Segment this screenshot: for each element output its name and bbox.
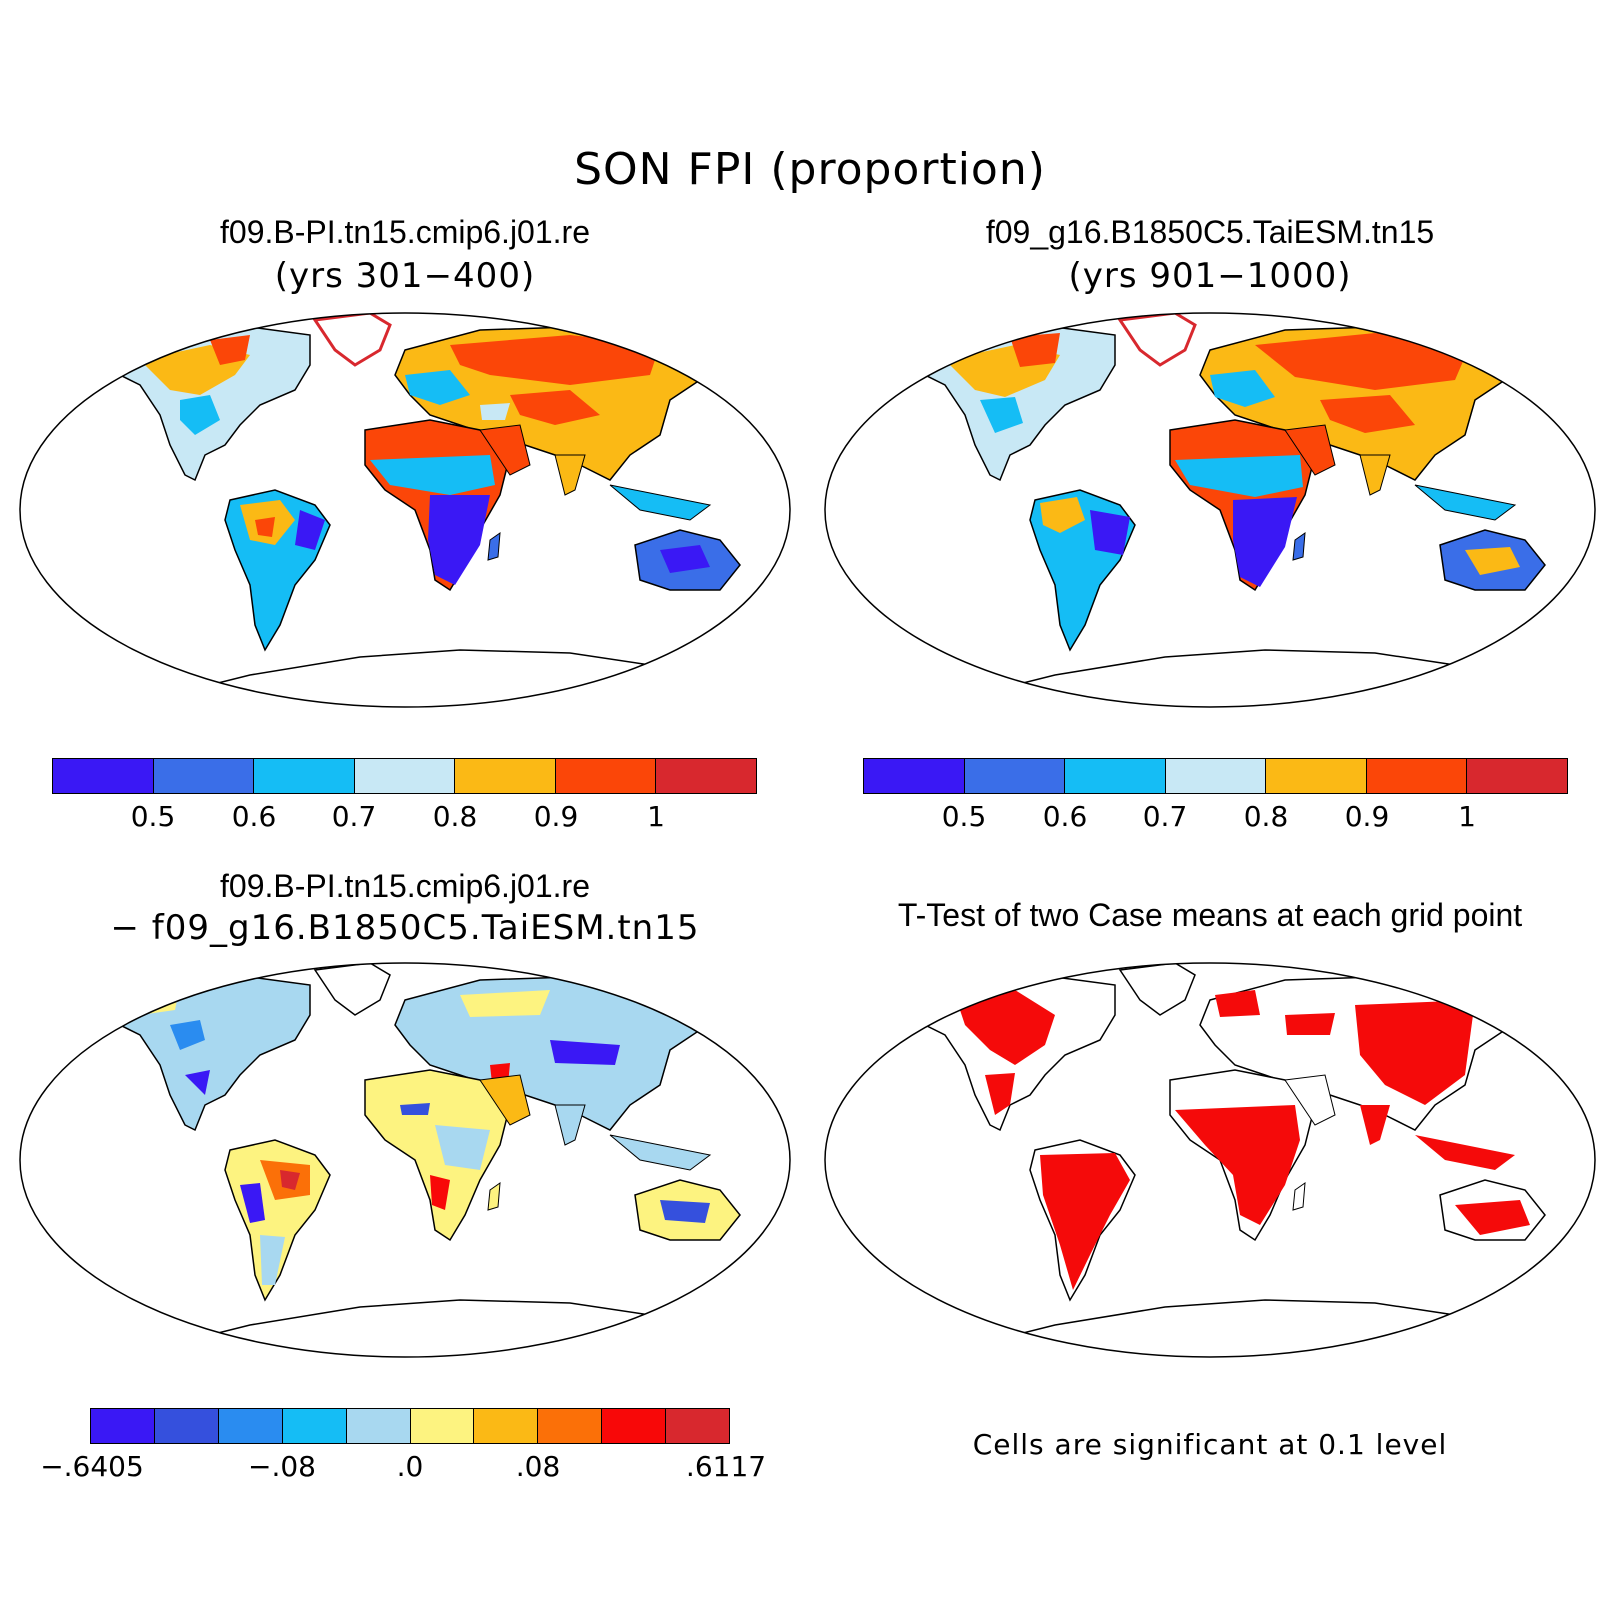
colorbar-tick-label: .6117: [685, 1450, 767, 1483]
colorbar-swatch: [864, 759, 965, 793]
colorbar-tick-label: 0.6: [1042, 800, 1088, 833]
colorbar-swatch: [410, 1409, 475, 1443]
panel-subtitle-difference: − f09_g16.B1850C5.TaiESM.tn15: [110, 908, 700, 948]
map-case2-fpi: [824, 312, 1596, 708]
colorbar-tick-label: 0.9: [1344, 800, 1390, 833]
colorbar-swatch: [964, 759, 1066, 793]
colorbar-tick-label: 0.5: [130, 800, 176, 833]
colorbar-tick-label: 0.8: [432, 800, 478, 833]
colorbar-difference: [90, 1408, 730, 1444]
colorbar-tick-label: 0.7: [1142, 800, 1188, 833]
colorbar-tick-label: −.08: [248, 1450, 316, 1483]
colorbar-swatch: [154, 1409, 219, 1443]
colorbar-swatch: [346, 1409, 411, 1443]
colorbar-swatch: [153, 759, 255, 793]
panel-title-ttest: T-Test of two Case means at each grid po…: [897, 897, 1523, 933]
colorbar-swatch: [656, 759, 757, 793]
colorbar-swatch: [53, 759, 154, 793]
colorbar-tick-label: 1: [1458, 800, 1476, 833]
colorbar-swatch: [1467, 759, 1568, 793]
colorbar-tick-label: 0.8: [1243, 800, 1289, 833]
colorbar-swatch: [91, 1409, 155, 1443]
colorbar-tick-label: 0.9: [533, 800, 579, 833]
colorbar-swatch: [1165, 759, 1267, 793]
map-ttest-significance: [824, 962, 1596, 1358]
colorbar-swatch: [1366, 759, 1468, 793]
colorbar-tick-label: 0.7: [331, 800, 377, 833]
colorbar-swatch: [354, 759, 456, 793]
significance-note: Cells are significant at 0.1 level: [972, 1428, 1448, 1461]
colorbar-swatch: [282, 1409, 347, 1443]
map-case1-fpi: [19, 312, 791, 708]
colorbar-swatch: [555, 759, 657, 793]
colorbar-swatch: [538, 1409, 603, 1443]
colorbar-fpi-case1: [52, 758, 757, 794]
panel-title-difference: f09.B-PI.tn15.cmip6.j01.re: [220, 868, 590, 904]
colorbar-swatch: [218, 1409, 283, 1443]
colorbar-tick-label: 0.5: [941, 800, 987, 833]
panel-subtitle-case2: (yrs 901−1000): [1068, 256, 1352, 296]
colorbar-swatch: [1266, 759, 1367, 793]
colorbar-swatch: [474, 1409, 539, 1443]
colorbar-tick-label: 0.6: [231, 800, 277, 833]
colorbar-swatch: [666, 1409, 730, 1443]
panel-title-case1: f09.B-PI.tn15.cmip6.j01.re: [220, 214, 590, 250]
colorbar-tick-label: 1: [647, 800, 665, 833]
colorbar-tick-label: .08: [515, 1450, 561, 1483]
colorbar-swatch: [1065, 759, 1166, 793]
colorbar-swatch: [254, 759, 355, 793]
colorbar-swatch: [455, 759, 556, 793]
panel-subtitle-case1: (yrs 301−400): [274, 256, 536, 296]
panel-title-case2: f09_g16.B1850C5.TaiESM.tn15: [985, 214, 1435, 250]
colorbar-tick-label: .0: [396, 1450, 424, 1483]
figure-title: SON FPI (proportion): [574, 144, 1046, 195]
colorbar-tick-label: −.6405: [40, 1450, 144, 1483]
colorbar-fpi-case2: [863, 758, 1568, 794]
map-difference: [19, 962, 791, 1358]
colorbar-swatch: [602, 1409, 667, 1443]
